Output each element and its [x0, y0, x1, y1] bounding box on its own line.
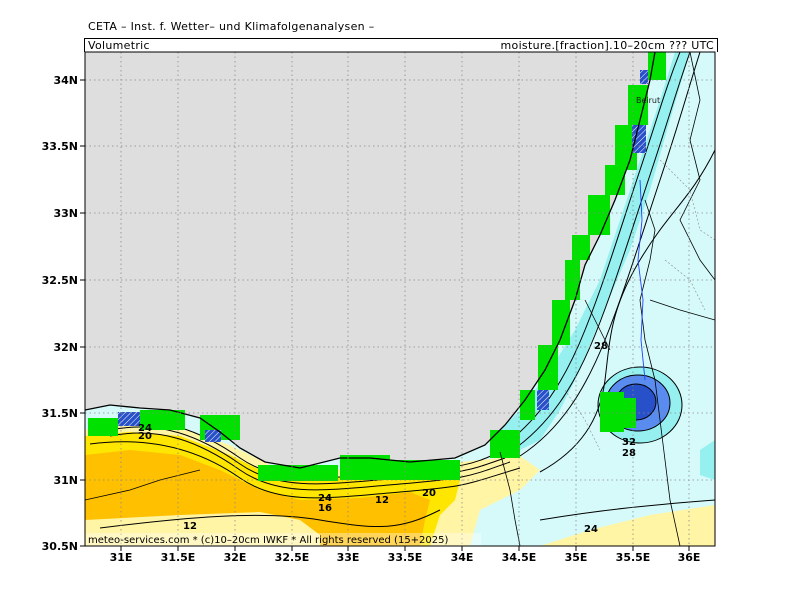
lat-tick-label: 32.5N — [42, 274, 78, 287]
south-light-zone — [85, 512, 320, 546]
contour-label: 32 — [622, 437, 636, 448]
lat-tick-label: 33N — [53, 207, 78, 220]
wet-coastal-band — [490, 52, 690, 455]
contour-label: 24 — [138, 423, 152, 434]
lon-tick-label: 35.5E — [616, 551, 651, 564]
subtitle-frame — [84, 38, 718, 52]
lat-tick-label: 34N — [53, 74, 78, 87]
admin-borders — [564, 159, 715, 451]
contour-label: 12 — [375, 495, 389, 506]
lon-tick-label: 36E — [678, 551, 701, 564]
hatched-patches — [118, 70, 648, 442]
city-label: Beirut — [636, 96, 660, 105]
southeast-light-zone — [540, 505, 715, 546]
lat-tick-label: 30.5N — [42, 540, 78, 553]
contour-label: 28 — [622, 448, 636, 459]
map-title: CETA – Inst. f. Wetter– und Klimafolgena… — [88, 20, 375, 33]
lon-tick-label: 35E — [565, 551, 588, 564]
lat-lon-grid — [85, 52, 715, 546]
contour-label: 16 — [318, 503, 332, 514]
lon-tick-label: 34E — [451, 551, 474, 564]
lon-tick-label: 33E — [337, 551, 360, 564]
borders — [85, 52, 715, 546]
contour-label: 20 — [422, 488, 436, 499]
lon-tick-label: 31E — [110, 551, 133, 564]
jordan-river — [637, 179, 646, 381]
variable-label: Volumetric — [88, 39, 150, 52]
field-description: moisture.[fraction].10–20cm ??? UTC — [500, 39, 714, 52]
lat-tick-label: 31.5N — [42, 407, 78, 420]
lon-tick-label: 32E — [224, 551, 247, 564]
contour-label: 12 — [183, 521, 197, 532]
lat-tick-label: 33.5N — [42, 140, 78, 153]
coastline — [85, 52, 656, 469]
lon-tick-marks — [120, 546, 690, 551]
contour-label: 28 — [594, 341, 608, 352]
lat-tick-marks — [80, 79, 85, 547]
lon-tick-label: 34.5E — [502, 551, 537, 564]
contour-label: 20 — [138, 431, 152, 442]
coastal-contours — [89, 52, 715, 529]
mediterranean-sea — [85, 52, 655, 468]
east-cyan-patch — [700, 440, 715, 480]
lat-tick-label: 31N — [53, 474, 78, 487]
lon-tick-label: 33.5E — [388, 551, 423, 564]
contour-label: 24 — [318, 493, 332, 504]
lon-tick-label: 32.5E — [275, 551, 310, 564]
lon-tick-label: 31.5E — [161, 551, 196, 564]
land-patches — [88, 52, 666, 481]
contour-label: 24 — [584, 524, 598, 535]
copyright-footer: meteo-services.com * (c)10–20cm IWKF * A… — [88, 535, 449, 546]
plot-frame — [84, 51, 716, 547]
lat-tick-label: 32N — [53, 341, 78, 354]
